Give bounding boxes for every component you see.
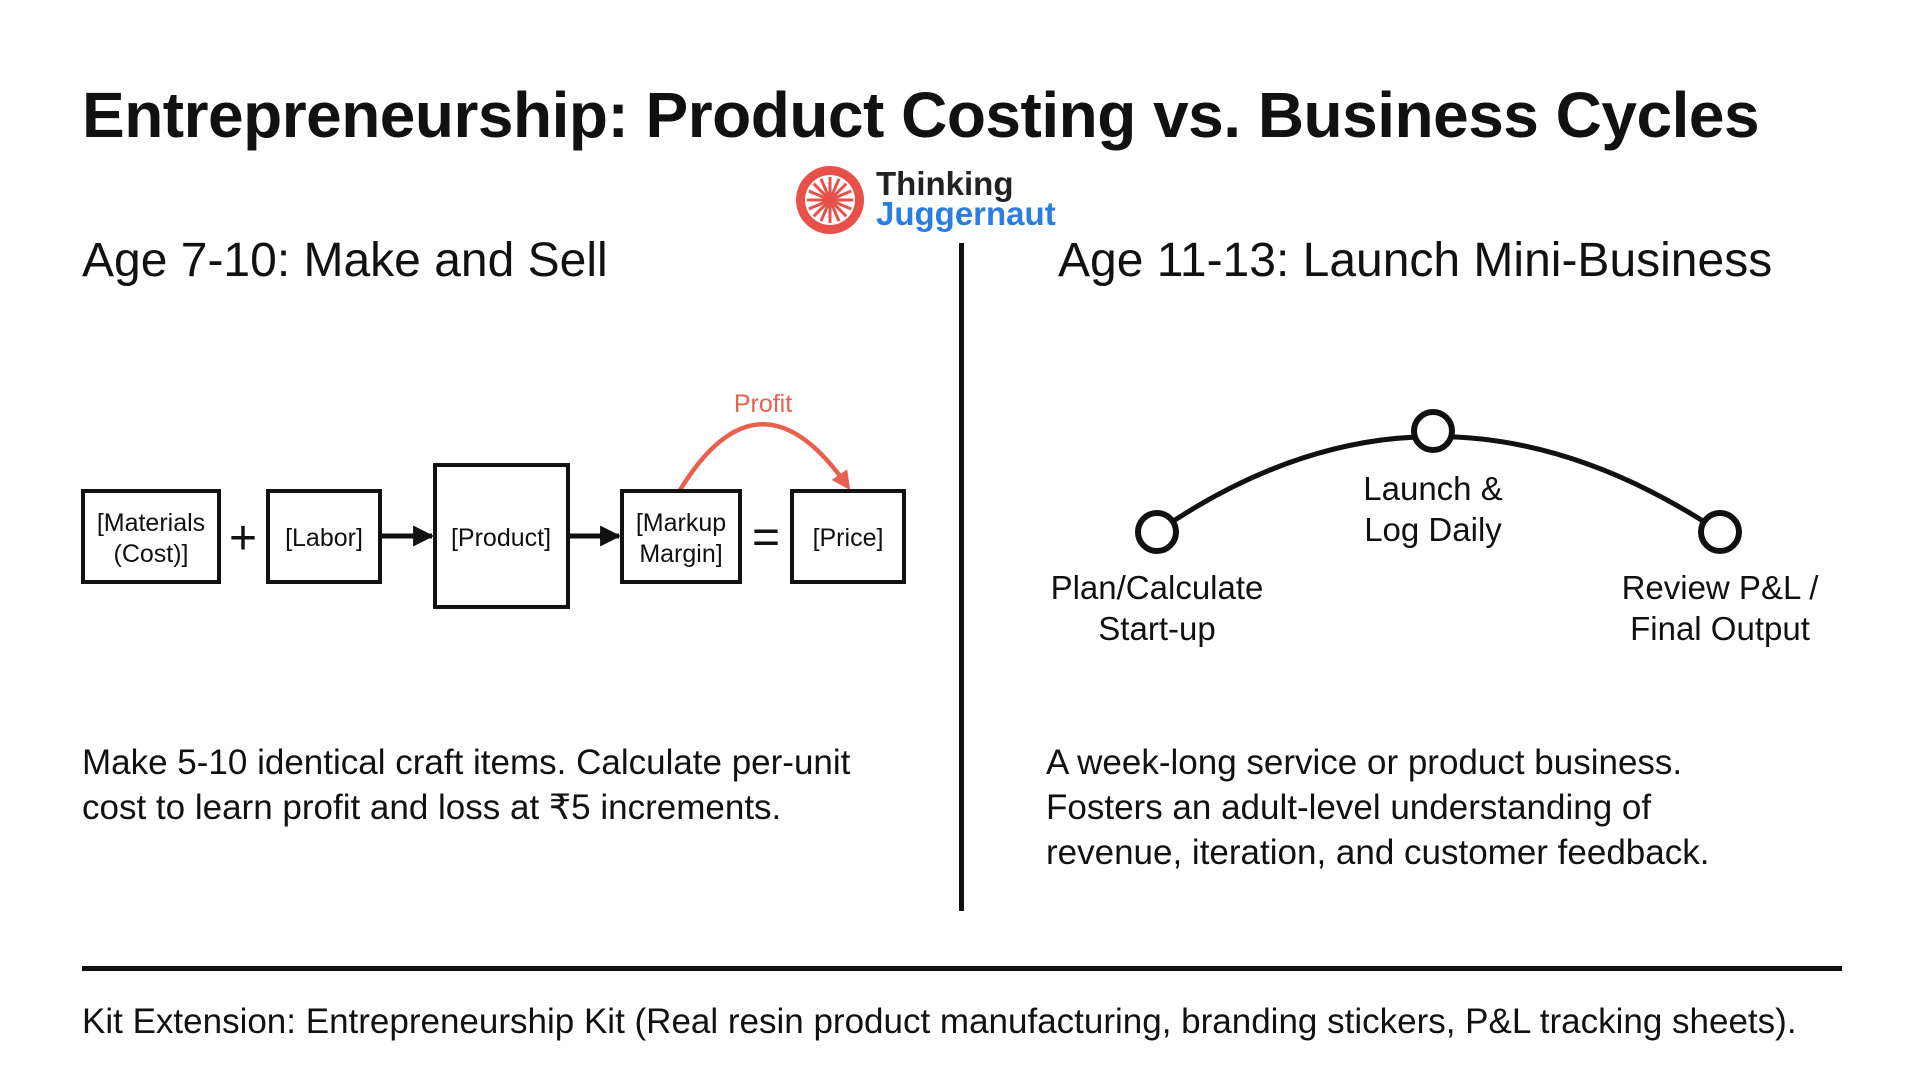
equals-operator: = [752,511,780,564]
flow-box-markup-line2: Margin] [639,540,722,568]
timeline-label-review-line1: Review P&L / [1622,569,1820,606]
page-title: Entrepreneurship: Product Costing vs. Bu… [82,79,1760,151]
left-description: Make 5-10 identical craft items. Calcula… [82,743,851,827]
flow-box-labor [266,489,382,584]
flow-box-markup-line1: [Markup [636,509,726,537]
footer-divider [82,966,1842,971]
timeline-label-review-line2: Final Output [1630,610,1810,647]
flow-box-labor-label: [Labor] [285,524,363,552]
timeline-label-plan-line1: Plan/Calculate [1051,569,1264,606]
right-description: A week-long service or product business.… [1046,743,1710,872]
kit-extension-footer: Kit Extension: Entrepreneurship Kit (Rea… [82,1002,1797,1041]
business-cycle-timeline: Launch & Log Daily Plan/Calculate Start-… [1051,409,1820,647]
flow-box-product [433,463,570,609]
flow-box-materials-line1: [Materials [97,509,205,537]
right-section-heading: Age 11-13: Launch Mini-Business [1058,234,1773,287]
flow-box-materials [81,489,221,584]
logo: Thinking Juggernaut [793,160,1093,240]
timeline-node-launch [1411,409,1455,453]
profit-arc-arrow [678,422,851,492]
column-divider [959,243,964,911]
wheel-logo-icon [796,166,864,234]
flow-box-markup-margin [620,489,742,584]
timeline-label-launch-line1: Launch & [1363,470,1502,507]
profit-label: Profit [734,390,792,418]
plus-operator: + [229,512,257,565]
timeline-node-plan [1135,510,1179,554]
left-section-heading: Age 7-10: Make and Sell [82,234,608,287]
flow-box-product-label: [Product] [451,524,551,552]
logo-text-thinking: Thinking [876,165,1014,202]
timeline-label-plan-line2: Start-up [1098,610,1215,647]
timeline-label-launch-line2: Log Daily [1364,511,1502,548]
flow-box-materials-line2: (Cost)] [114,540,189,568]
timeline-node-review [1698,510,1742,554]
flow-box-price [790,489,906,584]
flow-box-price-label: [Price] [813,524,884,552]
costing-flow-diagram: Profit [Materials (Cost)] + [Labor] [Pro… [81,390,906,609]
logo-text-juggernaut: Juggernaut [876,195,1056,232]
